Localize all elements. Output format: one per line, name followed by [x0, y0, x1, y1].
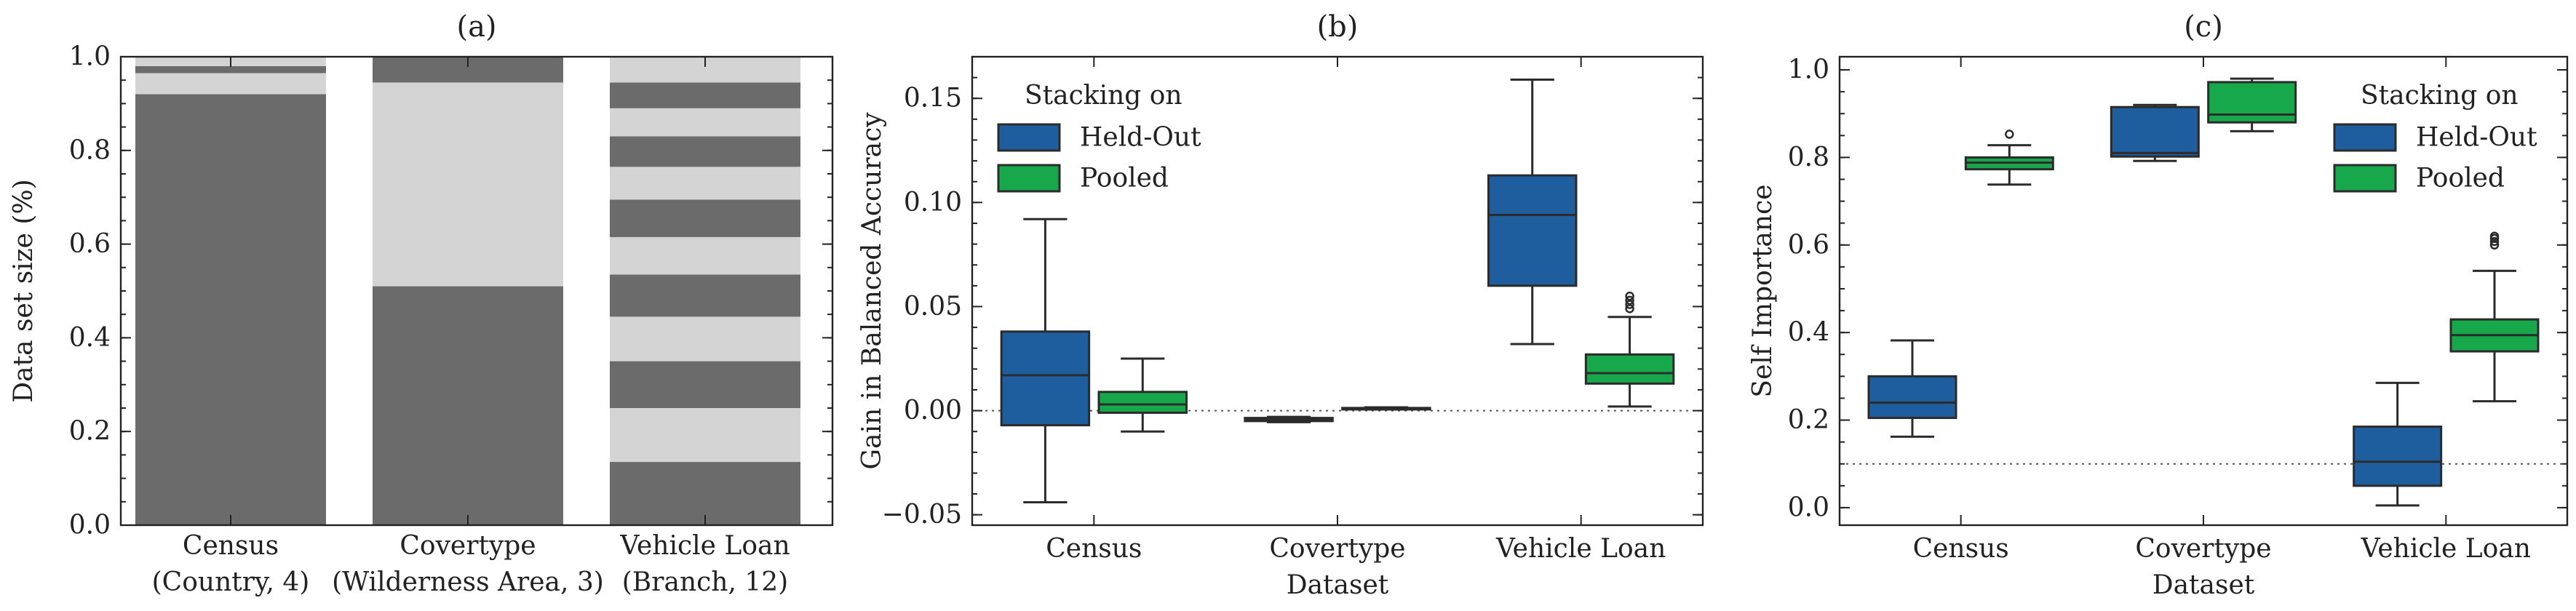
box — [2353, 426, 2443, 487]
y-axis-label: Gain in Balanced Accuracy — [857, 112, 887, 470]
y-tick-label: 0.15 — [904, 84, 962, 113]
bar-segment — [610, 82, 800, 108]
box — [1867, 375, 1957, 420]
x-tick-label: Census — [1913, 534, 2009, 564]
x-tick-label: Vehicle Loan — [2361, 534, 2531, 564]
x-tick-label: Census — [1046, 534, 1142, 564]
outlier-point — [2005, 129, 2014, 139]
y-tick-label: 0.0 — [69, 511, 111, 540]
outlier-point — [1625, 295, 1634, 306]
bar-segment — [373, 286, 563, 525]
outlier-point — [2489, 231, 2500, 241]
bar-segment — [610, 274, 800, 317]
bar-segment — [610, 236, 800, 275]
bar-segment — [610, 316, 800, 362]
box — [2207, 81, 2297, 124]
bar-segment — [373, 82, 563, 287]
legend-swatch — [997, 164, 1061, 193]
box — [1097, 391, 1188, 414]
x-tick-label: Covertype — [1269, 534, 1405, 564]
y-tick-label: 0.8 — [69, 135, 111, 165]
bar-segment — [610, 361, 800, 408]
y-tick-label: 0.0 — [1788, 492, 1829, 522]
x-tick-label: Vehicle Loan — [619, 531, 790, 561]
y-tick-label: 0.2 — [1788, 405, 1829, 435]
bar-segment — [135, 94, 326, 525]
bar-segment — [610, 167, 800, 200]
y-tick-label: 0.6 — [69, 229, 111, 259]
outlier-point — [1625, 304, 1634, 314]
x-tick-label: (Branch, 12) — [622, 567, 788, 597]
legend-swatch — [997, 123, 1061, 152]
y-tick-label: −0.05 — [882, 500, 962, 530]
legend-swatch — [2333, 123, 2397, 152]
box — [1584, 353, 1675, 385]
legend-label: Held-Out — [2416, 123, 2537, 153]
y-tick-label: 1.0 — [69, 42, 111, 72]
y-axis-label: Data set size (%) — [9, 179, 39, 402]
box — [1487, 174, 1578, 287]
bar-segment — [610, 408, 800, 463]
bar-segment — [135, 65, 326, 73]
x-tick-label: (Country, 4) — [152, 567, 310, 597]
legend-title: Stacking on — [2361, 81, 2519, 111]
outlier-point — [2489, 236, 2500, 247]
x-tick-label: Census — [183, 531, 279, 561]
box — [1000, 330, 1091, 427]
x-tick-label: Covertype — [399, 531, 536, 561]
y-tick-label: 0.00 — [904, 396, 962, 426]
legend-label: Pooled — [1080, 164, 1169, 193]
bar-segment — [135, 73, 326, 95]
outlier-point — [1625, 300, 1634, 309]
bar-segment — [610, 136, 800, 167]
legend-label: Held-Out — [1080, 123, 1201, 153]
plot-frame — [1838, 55, 2569, 527]
bar-segment — [610, 199, 800, 237]
outlier-point — [1625, 291, 1634, 301]
y-tick-label: 0.10 — [904, 188, 962, 217]
y-tick-label: 0.6 — [1788, 230, 1829, 260]
y-tick-label: 0.4 — [69, 323, 111, 353]
bar-segment — [610, 462, 800, 525]
y-tick-label: 1.0 — [1788, 55, 1829, 85]
plot-frame — [119, 55, 834, 527]
y-axis-label: Self Importance — [1748, 184, 1778, 397]
x-tick-label: Vehicle Loan — [1495, 534, 1666, 564]
plot-frame — [971, 55, 1704, 527]
box — [2110, 105, 2200, 158]
panel-title: (b) — [1317, 10, 1359, 44]
x-tick-label: (Wilderness Area, 3) — [332, 567, 604, 597]
y-tick-label: 0.4 — [1788, 318, 1829, 348]
y-tick-label: 0.8 — [1788, 143, 1829, 172]
bar-segment — [610, 108, 800, 137]
panel-title: (a) — [456, 10, 496, 44]
y-tick-label: 0.05 — [904, 292, 962, 322]
y-tick-label: 0.2 — [69, 417, 111, 447]
legend-swatch — [2333, 164, 2397, 193]
x-tick-label: Covertype — [2135, 534, 2271, 564]
panel-title: (c) — [2184, 10, 2223, 44]
legend-label: Pooled — [2416, 164, 2505, 193]
x-axis-label: Dataset — [1287, 570, 1389, 600]
legend-title: Stacking on — [1025, 81, 1182, 111]
x-axis-label: Dataset — [2152, 570, 2255, 600]
